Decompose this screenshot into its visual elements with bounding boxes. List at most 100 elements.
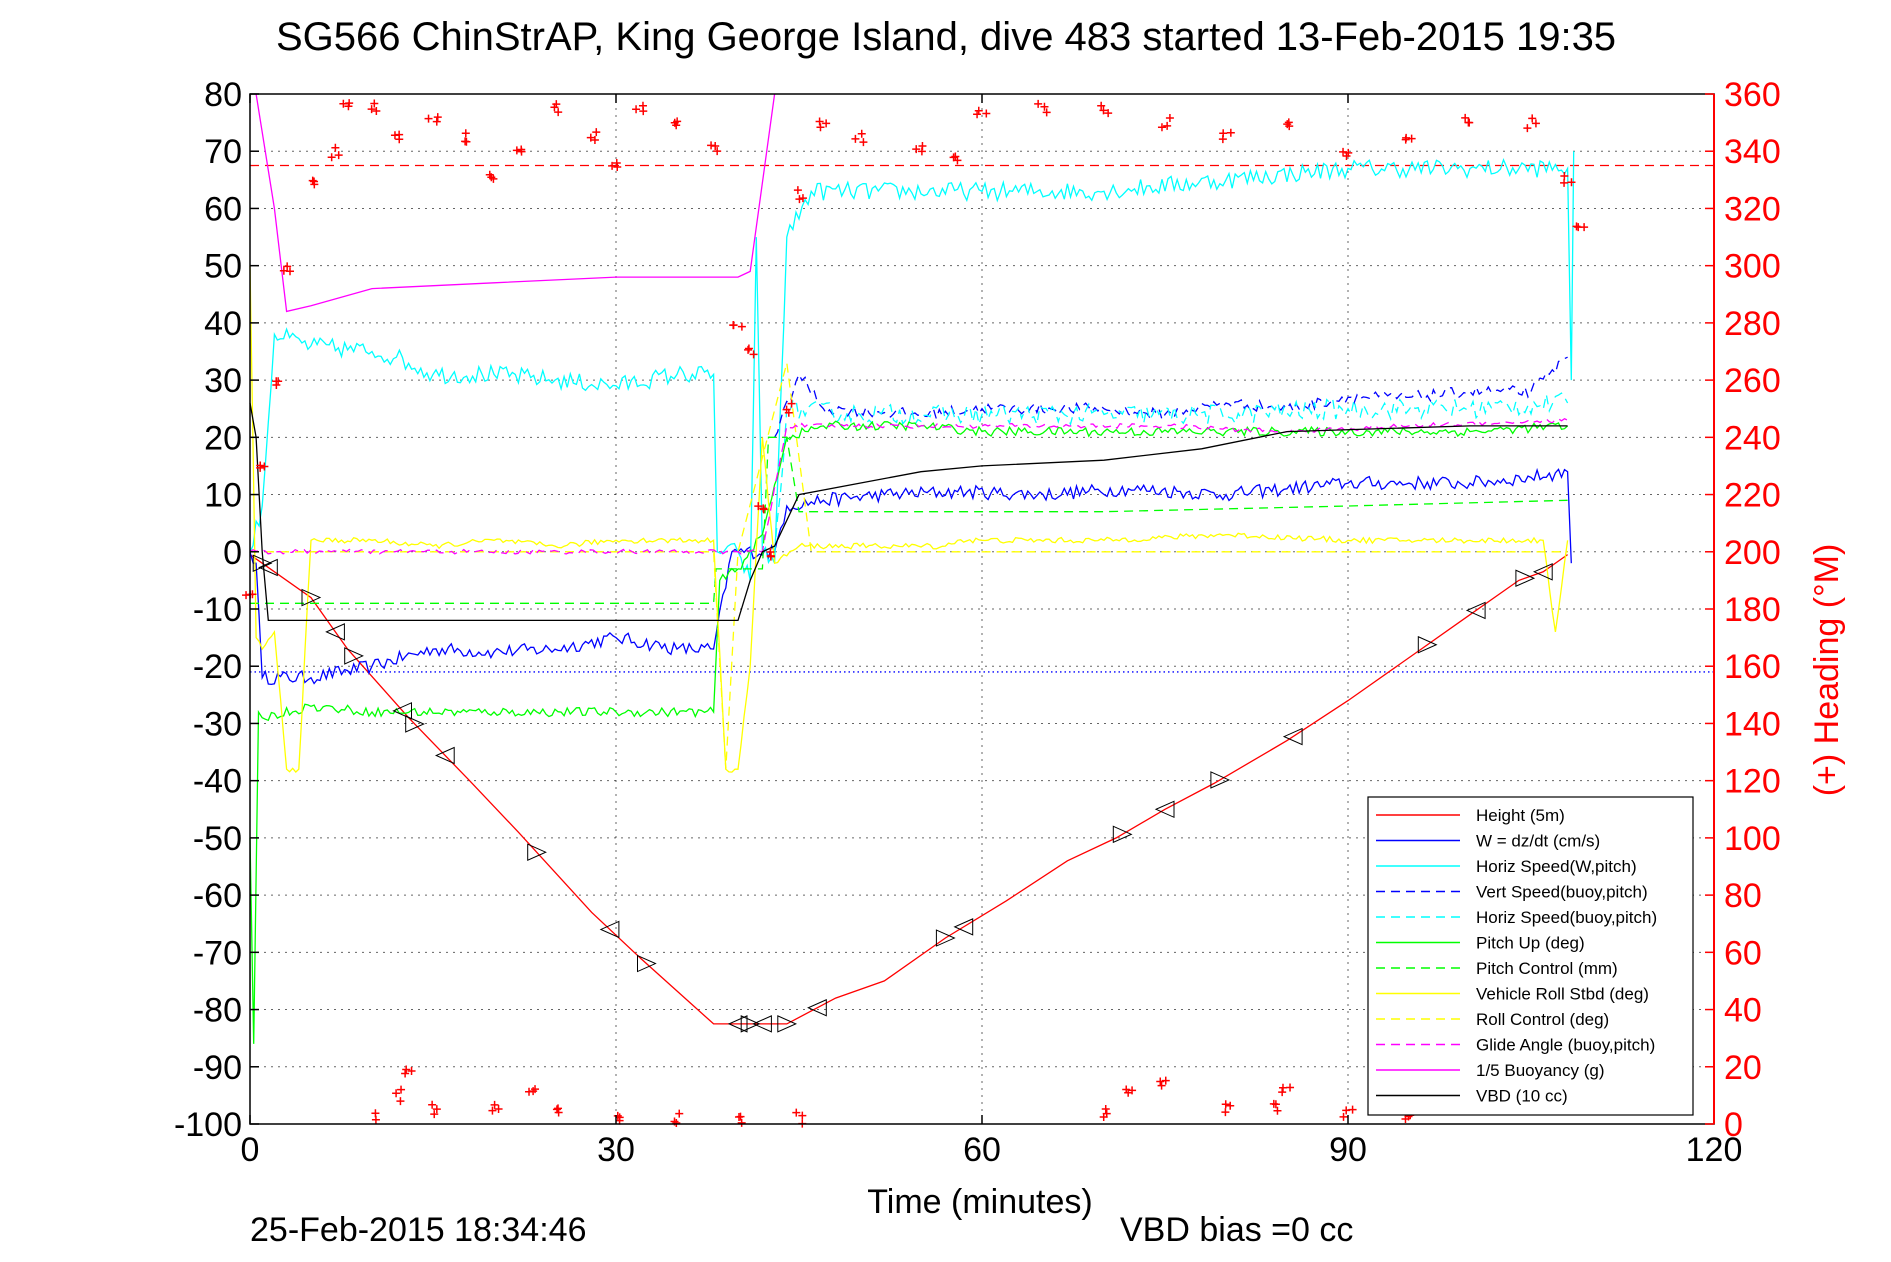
heading-point <box>1102 1109 1111 1118</box>
series-vbd-10-cc <box>249 402 1568 622</box>
legend-label: Vehicle Roll Stbd (deg) <box>1476 985 1649 1004</box>
heading-point <box>517 147 526 156</box>
y-tick-label-left: 50 <box>204 248 242 286</box>
heading-point <box>1122 1085 1131 1094</box>
heading-point <box>390 131 399 140</box>
heading-point <box>787 399 796 408</box>
series-line <box>249 420 1569 1044</box>
heading-point <box>608 161 617 170</box>
heading-point <box>1567 178 1576 187</box>
reference-lines <box>250 164 1714 673</box>
heading-point <box>461 129 470 138</box>
heading-point <box>1157 1081 1166 1090</box>
heading-point <box>1574 223 1583 232</box>
heading-point <box>974 106 983 115</box>
series-line <box>249 402 1568 622</box>
heading-point <box>759 504 768 513</box>
heading-point <box>512 146 521 155</box>
heading-point <box>673 117 682 126</box>
height-marker <box>1465 601 1486 620</box>
legend-label: Height (5m) <box>1476 806 1565 825</box>
heading-point <box>737 322 746 331</box>
heading-point <box>1101 1105 1110 1114</box>
height-marker <box>344 647 364 665</box>
x-tick-label: 30 <box>597 1131 635 1169</box>
heading-point <box>1226 128 1235 137</box>
height-marker <box>1515 569 1536 588</box>
y-tick-label-right: 100 <box>1724 820 1781 858</box>
series-line <box>249 417 1568 555</box>
heading-point <box>490 1100 499 1109</box>
heading-point <box>424 114 433 123</box>
legend-label: Horiz Speed(W,pitch) <box>1476 857 1637 876</box>
heading-point <box>1342 151 1351 160</box>
y-tick-label-left: 10 <box>204 477 242 515</box>
y-tick-label-right: 20 <box>1724 1049 1762 1087</box>
y-tick-label-right: 220 <box>1724 477 1781 515</box>
heading-point <box>632 105 641 114</box>
y-tick-label-right: 200 <box>1724 534 1781 572</box>
x-tick-label: 90 <box>1329 1131 1367 1169</box>
heading-point <box>766 552 775 561</box>
series-horiz-speed-w-pitch <box>249 151 1575 581</box>
heading-point <box>552 100 561 109</box>
x-axis-label: Time (minutes) <box>867 1183 1092 1221</box>
heading-point <box>784 408 793 417</box>
heading-point <box>1348 1105 1357 1114</box>
heading-point <box>734 1112 743 1121</box>
heading-point <box>592 128 601 137</box>
heading-point <box>744 345 753 354</box>
heading-point <box>737 1118 746 1127</box>
series-line <box>773 392 1569 552</box>
legend-label: Vert Speed(buoy,pitch) <box>1476 883 1648 902</box>
y-tick-label-left: -100 <box>174 1106 242 1144</box>
heading-point <box>279 266 288 275</box>
heading-point <box>401 1069 410 1078</box>
heading-point <box>798 1111 807 1120</box>
heading-point <box>1161 1076 1170 1085</box>
heading-point <box>851 134 860 143</box>
x-tick-label: 120 <box>1686 1131 1743 1169</box>
height-marker <box>392 702 412 720</box>
legend-label: W = dz/dt (cm/s) <box>1476 832 1600 851</box>
series-line <box>249 265 1569 773</box>
heading-point <box>590 135 599 144</box>
series-pitch-up-deg <box>249 420 1569 1044</box>
series-layer <box>242 93 1589 1128</box>
y-tick-label-left: -80 <box>193 992 242 1030</box>
x-tick-label: 60 <box>963 1131 1001 1169</box>
heading-point <box>1523 124 1532 133</box>
series-line <box>249 151 1575 581</box>
y-tick-label-left: -60 <box>193 877 242 915</box>
heading-point <box>1560 172 1569 181</box>
heading-point <box>639 107 648 116</box>
heading-point <box>345 99 354 108</box>
height-marker <box>935 929 956 947</box>
height-marker <box>301 588 322 607</box>
y-tick-label-right: 0 <box>1724 1106 1743 1144</box>
height-marker <box>1282 727 1303 746</box>
heading-point <box>857 129 866 138</box>
y-tick-label-left: -50 <box>193 820 242 858</box>
heading-point <box>372 106 381 115</box>
height-markers <box>252 554 1553 1033</box>
y-tick-label-right: 280 <box>1724 305 1781 343</box>
series-heading-m <box>242 99 1589 1128</box>
height-marker <box>434 746 455 765</box>
legend-label: Horiz Speed(buoy,pitch) <box>1476 908 1657 927</box>
heading-point <box>951 152 960 161</box>
heading-point <box>1560 178 1569 187</box>
heading-point <box>707 141 716 150</box>
heading-point <box>494 1104 503 1113</box>
heading-point <box>554 1108 563 1117</box>
heading-point <box>283 262 292 271</box>
heading-point <box>1271 1100 1280 1109</box>
heading-point <box>713 147 722 156</box>
heading-point <box>613 1111 622 1120</box>
heading-point <box>331 143 340 152</box>
y-tick-label-left: 70 <box>204 133 242 171</box>
series-height-5m <box>249 554 1568 1025</box>
height-marker <box>1417 635 1438 654</box>
heading-point <box>1163 121 1172 130</box>
heading-point <box>1283 120 1292 129</box>
